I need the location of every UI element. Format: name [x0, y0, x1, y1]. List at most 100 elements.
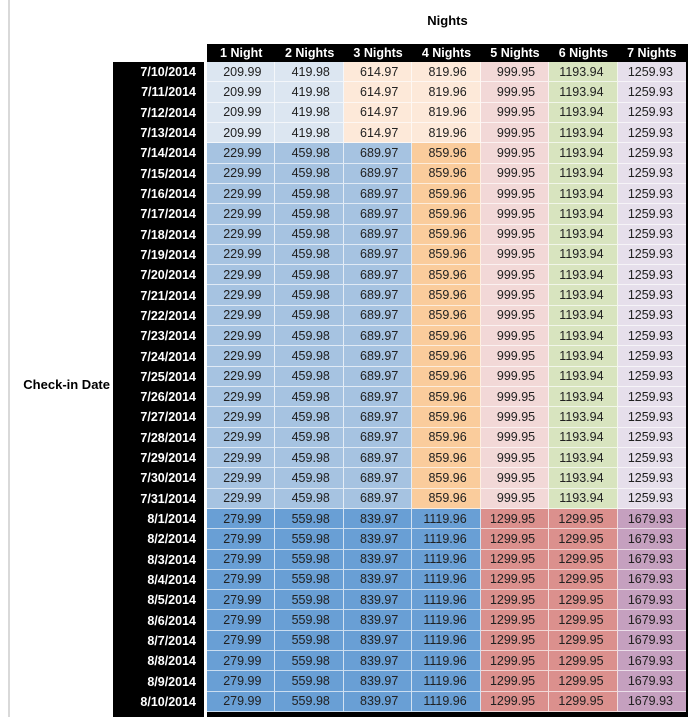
price-cell[interactable]: 1119.96 [412, 630, 481, 652]
price-cell[interactable]: 1193.94 [549, 488, 618, 509]
price-cell[interactable]: 1299.95 [480, 549, 550, 570]
price-cell[interactable]: 209.99 [207, 82, 276, 103]
price-cell[interactable]: 1679.93 [617, 671, 686, 692]
price-cell[interactable]: 1679.93 [617, 569, 686, 591]
price-cell[interactable]: 999.95 [480, 143, 550, 164]
price-cell[interactable]: 819.96 [412, 122, 481, 144]
price-cell[interactable]: 1299.95 [549, 590, 618, 611]
price-cell[interactable]: 229.99 [207, 143, 276, 164]
price-cell[interactable]: 459.98 [275, 265, 344, 286]
price-cell[interactable]: 1679.93 [617, 610, 686, 631]
price-cell[interactable]: 1259.93 [617, 163, 686, 184]
price-cell[interactable]: 689.97 [343, 285, 413, 306]
price-cell[interactable]: 459.98 [275, 366, 344, 387]
price-cell[interactable]: 1193.94 [549, 427, 618, 448]
price-cell[interactable]: 689.97 [343, 163, 413, 184]
price-cell[interactable]: 689.97 [343, 143, 413, 164]
price-cell[interactable]: 859.96 [412, 265, 481, 286]
price-cell[interactable]: 1259.93 [617, 305, 686, 327]
price-cell[interactable]: 999.95 [480, 407, 550, 428]
price-cell[interactable]: 459.98 [275, 305, 344, 327]
price-cell[interactable]: 1193.94 [549, 62, 618, 83]
price-cell[interactable]: 459.98 [275, 285, 344, 306]
price-cell[interactable]: 209.99 [207, 102, 276, 123]
price-cell[interactable]: 1193.94 [549, 143, 618, 164]
price-cell[interactable]: 999.95 [480, 305, 550, 327]
price-cell[interactable]: 689.97 [343, 346, 413, 367]
price-cell[interactable]: 229.99 [207, 163, 276, 184]
price-cell[interactable]: 1193.94 [549, 285, 618, 306]
price-cell[interactable]: 1259.93 [617, 346, 686, 367]
price-cell[interactable]: 229.99 [207, 183, 276, 205]
price-cell[interactable]: 1193.94 [549, 366, 618, 387]
price-cell[interactable]: 999.95 [480, 468, 550, 489]
price-cell[interactable]: 839.97 [343, 508, 413, 530]
price-cell[interactable]: 1299.95 [480, 610, 550, 631]
price-cell[interactable]: 1299.95 [549, 671, 618, 692]
price-cell[interactable]: 999.95 [480, 447, 550, 469]
price-cell[interactable]: 999.95 [480, 224, 550, 245]
price-cell[interactable]: 614.97 [343, 102, 413, 123]
price-cell[interactable]: 999.95 [480, 82, 550, 103]
price-cell[interactable]: 999.95 [480, 265, 550, 286]
price-cell[interactable]: 819.96 [412, 62, 481, 83]
price-cell[interactable]: 1299.95 [480, 508, 550, 530]
price-cell[interactable]: 229.99 [207, 427, 276, 448]
price-cell[interactable]: 839.97 [343, 691, 413, 712]
price-cell[interactable]: 1193.94 [549, 82, 618, 103]
price-cell[interactable]: 689.97 [343, 244, 413, 266]
price-cell[interactable]: 459.98 [275, 143, 344, 164]
price-cell[interactable]: 229.99 [207, 468, 276, 489]
price-cell[interactable]: 1299.95 [480, 671, 550, 692]
price-cell[interactable]: 1679.93 [617, 549, 686, 570]
price-cell[interactable]: 689.97 [343, 366, 413, 387]
price-cell[interactable]: 689.97 [343, 265, 413, 286]
price-cell[interactable]: 689.97 [343, 224, 413, 245]
price-cell[interactable]: 689.97 [343, 305, 413, 327]
price-cell[interactable]: 1119.96 [412, 691, 481, 712]
price-cell[interactable]: 859.96 [412, 387, 481, 408]
price-cell[interactable]: 279.99 [207, 651, 276, 672]
price-cell[interactable]: 1679.93 [617, 691, 686, 712]
price-cell[interactable]: 279.99 [207, 610, 276, 631]
price-cell[interactable]: 419.98 [275, 82, 344, 103]
price-cell[interactable]: 1299.95 [480, 590, 550, 611]
price-cell[interactable]: 689.97 [343, 183, 413, 205]
price-cell[interactable]: 1119.96 [412, 508, 481, 530]
price-cell[interactable]: 1119.96 [412, 610, 481, 631]
price-cell[interactable]: 859.96 [412, 224, 481, 245]
price-cell[interactable]: 1259.93 [617, 285, 686, 306]
price-cell[interactable]: 999.95 [480, 326, 550, 347]
price-cell[interactable]: 1259.93 [617, 122, 686, 144]
price-cell[interactable]: 1193.94 [549, 326, 618, 347]
price-cell[interactable]: 559.98 [275, 529, 344, 550]
price-cell[interactable]: 859.96 [412, 285, 481, 306]
price-cell[interactable]: 459.98 [275, 224, 344, 245]
price-cell[interactable]: 1299.95 [549, 569, 618, 591]
price-cell[interactable]: 1193.94 [549, 163, 618, 184]
price-cell[interactable]: 209.99 [207, 62, 276, 83]
price-cell[interactable]: 1299.95 [549, 691, 618, 712]
price-cell[interactable]: 1193.94 [549, 244, 618, 266]
price-cell[interactable]: 459.98 [275, 326, 344, 347]
price-cell[interactable]: 689.97 [343, 427, 413, 448]
price-cell[interactable]: 859.96 [412, 163, 481, 184]
price-cell[interactable]: 1259.93 [617, 204, 686, 225]
price-cell[interactable]: 1299.95 [549, 651, 618, 672]
price-cell[interactable]: 999.95 [480, 244, 550, 266]
price-cell[interactable]: 279.99 [207, 671, 276, 692]
price-cell[interactable]: 839.97 [343, 569, 413, 591]
price-cell[interactable]: 559.98 [275, 651, 344, 672]
price-cell[interactable]: 839.97 [343, 549, 413, 570]
price-cell[interactable]: 999.95 [480, 122, 550, 144]
price-cell[interactable]: 229.99 [207, 488, 276, 509]
price-cell[interactable]: 1193.94 [549, 305, 618, 327]
price-cell[interactable]: 559.98 [275, 590, 344, 611]
price-cell[interactable]: 229.99 [207, 407, 276, 428]
price-cell[interactable]: 819.96 [412, 102, 481, 123]
price-cell[interactable]: 229.99 [207, 387, 276, 408]
price-cell[interactable]: 229.99 [207, 244, 276, 266]
price-cell[interactable]: 1193.94 [549, 204, 618, 225]
price-cell[interactable]: 459.98 [275, 468, 344, 489]
price-cell[interactable]: 459.98 [275, 163, 344, 184]
